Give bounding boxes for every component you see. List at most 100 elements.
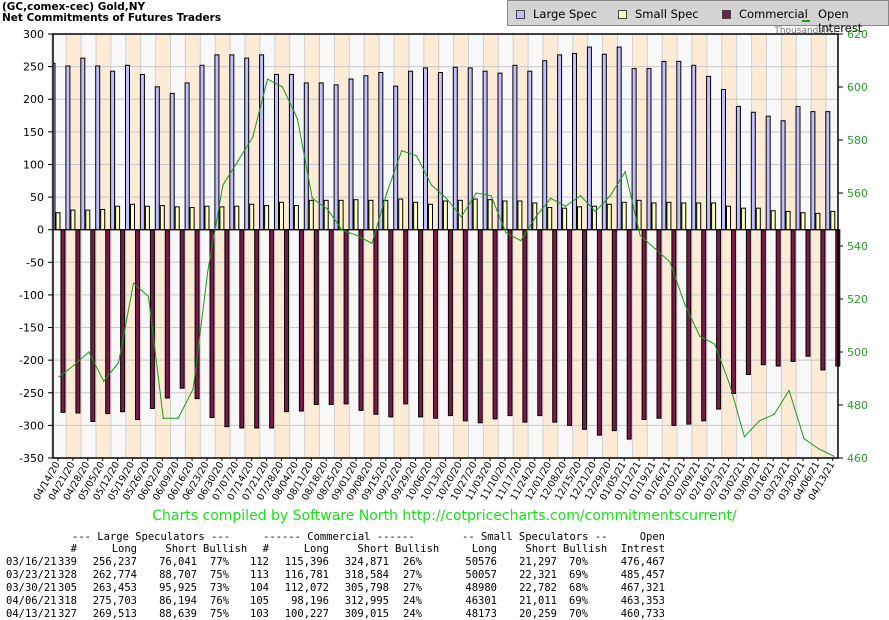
cell-c_num: 113 bbox=[250, 568, 269, 581]
small-spec-bar bbox=[368, 199, 374, 231]
column-header-ls_short: Short bbox=[165, 543, 197, 555]
large-spec-bar bbox=[437, 71, 443, 231]
cell-ls_num: 318 bbox=[58, 594, 77, 607]
chart-title: (GC,comex-cec) Gold,NY bbox=[2, 1, 146, 13]
large-spec-bar bbox=[229, 54, 235, 231]
cell-c_long: 112,072 bbox=[284, 581, 329, 594]
large-spec-bar bbox=[691, 64, 697, 231]
open-interest-point bbox=[356, 234, 358, 236]
y-tick-label: 0 bbox=[37, 224, 44, 237]
y-tick-label: 250 bbox=[23, 61, 44, 74]
commercial-bar bbox=[135, 229, 140, 421]
cell-c_short: 309,015 bbox=[344, 607, 389, 620]
commercial-bar bbox=[775, 229, 781, 367]
column-header-s_long: Long bbox=[471, 543, 497, 555]
y-tick-label: -200 bbox=[19, 354, 44, 367]
chart-svg: 300250200150100500-50-100-150-200-250-30… bbox=[19, 26, 868, 502]
open-interest-point bbox=[445, 197, 447, 199]
cell-ls_long: 263,453 bbox=[92, 581, 137, 594]
small-spec-bar bbox=[442, 200, 448, 231]
commercial-bar bbox=[373, 229, 379, 415]
small-spec-bar bbox=[130, 203, 135, 231]
commercial-bar bbox=[790, 229, 796, 362]
cell-c_short: 318,584 bbox=[344, 568, 389, 581]
open-interest-point bbox=[222, 184, 224, 186]
small-spec-bar bbox=[517, 200, 523, 231]
commercial-bar bbox=[164, 229, 170, 399]
cell-oi: 460,733 bbox=[620, 607, 665, 620]
column-header-ls_long: Long bbox=[111, 543, 137, 555]
small-spec-bar bbox=[681, 202, 687, 231]
cell-ls_num: 327 bbox=[58, 607, 77, 620]
large-spec-bar bbox=[169, 92, 175, 231]
open-interest-point bbox=[311, 197, 313, 199]
y2-tick-label: 560 bbox=[847, 187, 868, 200]
cell-ls_bull: 73% bbox=[210, 581, 229, 594]
legend-large-spec: Large Spec bbox=[516, 7, 597, 21]
open-interest-point bbox=[550, 197, 552, 199]
small-spec-bar bbox=[55, 212, 61, 231]
y2-tick-label: 480 bbox=[847, 399, 868, 412]
open-interest-point bbox=[579, 195, 582, 197]
small-spec-bar bbox=[502, 200, 508, 231]
small-spec-bar bbox=[711, 202, 717, 231]
open-interest-point bbox=[296, 118, 298, 120]
cell-c_long: 116,781 bbox=[284, 568, 329, 581]
open-interest-point bbox=[818, 448, 820, 450]
open-interest-point bbox=[654, 248, 656, 250]
large-spec-bar bbox=[586, 46, 592, 231]
large-spec-bar bbox=[527, 70, 533, 231]
commercial-bar bbox=[745, 229, 751, 376]
right-axis-label: Thousands(K) bbox=[773, 26, 836, 36]
y2-tick-label: 460 bbox=[847, 452, 868, 465]
small-spec-bar bbox=[115, 205, 121, 231]
large-spec-bar bbox=[363, 75, 369, 231]
cell-ls_num: 339 bbox=[58, 556, 77, 568]
cell-oi: 476,467 bbox=[620, 556, 665, 568]
y-tick-label: -100 bbox=[19, 289, 44, 302]
cell-ls_short: 88,707 bbox=[159, 568, 197, 581]
large-spec-bar bbox=[810, 111, 816, 231]
cell-c_num: 103 bbox=[250, 607, 269, 620]
open-interest-point bbox=[237, 160, 239, 162]
small-spec-bar bbox=[770, 210, 776, 231]
commercial-bar bbox=[686, 229, 692, 425]
group-header-open-interest: Open bbox=[639, 531, 665, 543]
cell-ls_long: 269,513 bbox=[92, 607, 137, 620]
open-interest-point bbox=[88, 351, 90, 353]
commercial-bar bbox=[403, 229, 409, 405]
commercial-bar bbox=[224, 229, 230, 428]
open-interest-point bbox=[430, 184, 433, 186]
small-spec-bar bbox=[264, 205, 270, 231]
cell-s_long: 48173 bbox=[465, 607, 497, 620]
open-interest-point bbox=[416, 155, 418, 157]
open-interest-point bbox=[714, 343, 716, 345]
cell-s_short: 21,011 bbox=[519, 594, 557, 607]
open-interest-point bbox=[475, 192, 477, 194]
small-spec-bar bbox=[100, 208, 106, 231]
large-spec-bar bbox=[780, 120, 786, 231]
small-spec-bar bbox=[591, 205, 597, 231]
large-spec-bar bbox=[676, 60, 682, 231]
cell-ls_long: 256,237 bbox=[92, 556, 137, 568]
large-spec-bar bbox=[452, 66, 458, 231]
cell-c_long: 100,227 bbox=[284, 607, 329, 620]
commercial-bar bbox=[537, 229, 543, 417]
commercial-bar bbox=[626, 229, 632, 440]
group-header-small-spec: -- Small Speculators -- bbox=[462, 531, 608, 543]
cell-ls_num: 328 bbox=[58, 568, 77, 581]
large-spec-bar bbox=[139, 73, 145, 231]
commercial-bar bbox=[805, 229, 811, 357]
open-interest-point bbox=[803, 438, 805, 440]
small-spec-bar bbox=[726, 205, 731, 231]
y-tick-label: -50 bbox=[26, 256, 44, 269]
legend-label: Small Spec bbox=[635, 7, 699, 21]
column-header-s_bull: Bullish bbox=[563, 543, 608, 555]
cell-s_bull: 70% bbox=[569, 556, 588, 568]
commercial-bar bbox=[760, 229, 766, 366]
commercial-bar bbox=[179, 229, 185, 389]
small-spec-bar bbox=[606, 203, 612, 231]
legend-label: Commercial bbox=[739, 7, 808, 21]
cell-c_short: 305,798 bbox=[344, 581, 389, 594]
large-spec-bar bbox=[661, 60, 667, 231]
